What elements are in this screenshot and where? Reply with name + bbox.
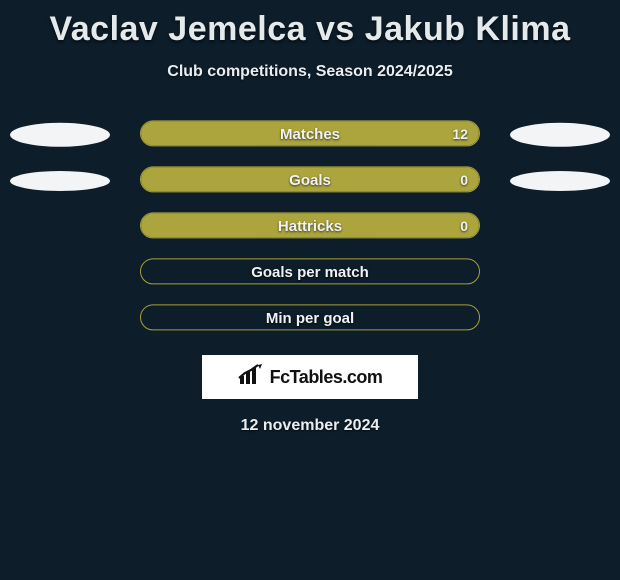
stat-bar (140, 258, 480, 284)
stat-bar-fill (141, 121, 479, 145)
page-title: Vaclav Jemelca vs Jakub Klima (0, 0, 620, 49)
page-subtitle: Club competitions, Season 2024/2025 (0, 63, 620, 81)
stat-row: Matches12 (0, 113, 620, 159)
player-right-marker (510, 171, 610, 191)
player-left-marker (10, 171, 110, 191)
player-left-marker (10, 123, 110, 147)
stat-bar (140, 212, 480, 238)
stat-row: Goals per match (0, 251, 620, 297)
stat-bar (140, 166, 480, 192)
stat-row: Goals0 (0, 159, 620, 205)
snapshot-date: 12 november 2024 (0, 417, 620, 435)
comparison-chart: Matches12Goals0Hattricks0Goals per match… (0, 113, 620, 343)
stat-bar-fill (141, 167, 479, 191)
stat-row: Min per goal (0, 297, 620, 343)
site-logo[interactable]: FcTables.com (202, 355, 418, 399)
stat-bar (140, 304, 480, 330)
stat-bar-fill (141, 213, 479, 237)
chart-icon (238, 364, 264, 391)
site-logo-text: FcTables.com (270, 367, 383, 388)
stat-bar (140, 120, 480, 146)
stat-row: Hattricks0 (0, 205, 620, 251)
player-right-marker (510, 123, 610, 147)
